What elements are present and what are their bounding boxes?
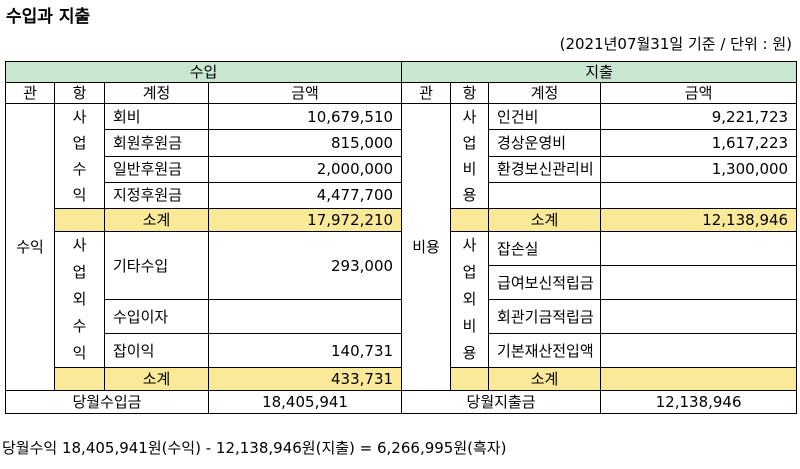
income-amount: 815,000 [207, 129, 403, 157]
expense-nonbusiness-subtotal-label: 소계 [488, 367, 602, 391]
income-amount [207, 299, 403, 334]
expense-amount [600, 231, 798, 266]
income-nonbusiness-subtotal-label: 소계 [104, 367, 209, 391]
income-account: 잡이익 [104, 333, 209, 368]
income-nonbusiness-subtotal: 433,731 [207, 367, 403, 391]
income-total: 18,405,941 [207, 390, 403, 414]
expense-account: 기본재산전입액 [488, 333, 602, 368]
page-title: 수입과 지출 [6, 7, 91, 27]
expense-amount [600, 333, 798, 368]
expense-amount: 1,617,223 [600, 129, 798, 157]
basis-note: (2021년07월31일 기준 / 단위 : 원) [559, 35, 792, 53]
expense-amount: 1,300,000 [600, 155, 798, 183]
col-header-amount: 금액 [600, 82, 798, 104]
expense-gwan-label: 비용 [401, 103, 452, 391]
expense-account: 환경보신관리비 [488, 155, 602, 183]
col-header-account: 계정 [488, 82, 602, 104]
income-amount: 10,679,510 [207, 102, 403, 131]
income-subtotal-spacer [54, 367, 105, 391]
income-account: 기타수입 [104, 231, 209, 300]
balance-summary: 당월수익 18,405,941원(수익) - 12,138,946원(지출) =… [2, 439, 507, 457]
income-account: 회원후원금 [104, 129, 209, 157]
expense-account: 경상운영비 [488, 129, 602, 157]
col-header-hang: 항 [54, 82, 105, 104]
income-total-label: 당월수입금 [5, 390, 209, 414]
expense-amount [600, 181, 798, 210]
income-subtotal-spacer [54, 208, 105, 232]
expense-account: 인건비 [488, 102, 602, 131]
income-amount: 2,000,000 [207, 155, 403, 183]
col-header-amount: 금액 [207, 82, 403, 104]
expense-amount [600, 265, 798, 300]
expense-subtotal-spacer [450, 367, 490, 391]
income-account: 회비 [104, 102, 209, 131]
income-business-subtotal-label: 소계 [104, 208, 209, 232]
expense-account [488, 181, 602, 210]
income-amount: 140,731 [207, 333, 403, 368]
expense-account: 회관기금적립금 [488, 299, 602, 334]
col-header-account: 계정 [104, 82, 209, 104]
expense-total: 12,138,946 [600, 390, 798, 414]
expense-section-header: 지출 [401, 61, 798, 83]
income-business-subtotal: 17,972,210 [207, 208, 403, 232]
expense-total-label: 당월지출금 [401, 390, 602, 414]
col-header-hang: 항 [450, 82, 490, 104]
expense-nonbusiness-subtotal [600, 367, 798, 391]
col-header-gwan: 관 [5, 82, 55, 104]
income-gwan-label: 수익 [5, 103, 55, 391]
expense-business-subtotal-label: 소계 [488, 208, 602, 232]
col-header-gwan: 관 [401, 82, 452, 104]
expense-subtotal-spacer [450, 208, 490, 232]
expense-amount [600, 299, 798, 334]
expense-account: 잡손실 [488, 231, 602, 266]
income-account: 수입이자 [104, 299, 209, 334]
expense-business-subtotal: 12,138,946 [600, 208, 798, 232]
income-section-header: 수입 [4, 61, 403, 83]
income-account: 일반후원금 [104, 155, 209, 183]
expense-amount: 9,221,723 [600, 102, 798, 131]
expense-account: 급여보신적립금 [488, 265, 602, 300]
income-account: 지정후원금 [104, 181, 209, 210]
income-amount: 4,477,700 [207, 181, 403, 210]
income-amount: 293,000 [207, 231, 403, 300]
